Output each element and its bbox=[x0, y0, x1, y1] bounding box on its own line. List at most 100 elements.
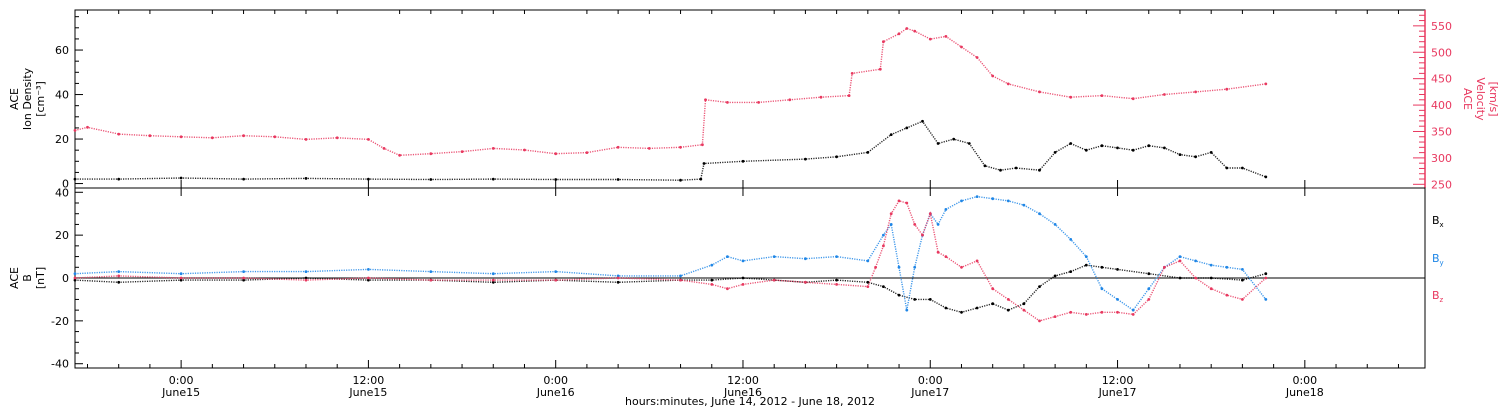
density-point bbox=[1084, 148, 1088, 152]
by-point bbox=[1147, 287, 1151, 291]
velocity-point bbox=[757, 101, 760, 104]
density-point bbox=[1147, 144, 1151, 148]
velocity-point bbox=[701, 143, 704, 147]
density-point bbox=[1178, 153, 1182, 157]
density-point bbox=[952, 137, 956, 141]
velocity-point bbox=[850, 72, 854, 75]
by-point bbox=[835, 255, 838, 258]
by-point bbox=[1225, 265, 1229, 269]
velocity-point bbox=[148, 134, 152, 138]
velocity-tick-label: 300 bbox=[1431, 152, 1452, 165]
velocity-point bbox=[944, 35, 948, 38]
velocity-series bbox=[73, 27, 1268, 157]
density-point bbox=[1225, 166, 1229, 170]
bx-point bbox=[1178, 276, 1182, 280]
by-point bbox=[726, 255, 729, 258]
velocity-point bbox=[679, 145, 682, 149]
bz-point bbox=[491, 278, 495, 282]
velocity-point bbox=[117, 132, 121, 136]
bz-point bbox=[679, 278, 682, 282]
velocity-point bbox=[905, 27, 909, 30]
density-axis: 0 20 40 60 bbox=[55, 16, 83, 191]
by-point bbox=[1241, 268, 1244, 271]
density-point bbox=[491, 177, 495, 181]
velocity-point bbox=[1038, 90, 1041, 94]
velocity-point bbox=[913, 29, 917, 33]
velocity-point bbox=[788, 98, 792, 102]
velocity-point bbox=[554, 152, 558, 156]
density-point bbox=[1069, 142, 1073, 145]
by-point bbox=[975, 195, 979, 199]
x-tick-date-label: June17 bbox=[910, 386, 949, 399]
bx-point bbox=[117, 280, 121, 284]
b-tick-label: -20 bbox=[51, 315, 69, 328]
by-point bbox=[1100, 287, 1104, 291]
bz-point bbox=[1069, 310, 1073, 314]
density-point bbox=[905, 126, 909, 130]
bz-point bbox=[1163, 265, 1166, 269]
x-tick-time-label: 0:00 bbox=[918, 374, 943, 387]
density-point bbox=[967, 142, 971, 145]
bz-point bbox=[928, 212, 932, 216]
x-tick-time-label: 12:00 bbox=[353, 374, 385, 387]
bx-trace bbox=[74, 264, 1266, 314]
velocity-point bbox=[210, 136, 214, 140]
bx-point bbox=[975, 306, 979, 310]
by-point bbox=[710, 263, 714, 267]
bz-point bbox=[1084, 313, 1088, 316]
velocity-tick-label: 500 bbox=[1431, 46, 1452, 59]
bx-point bbox=[960, 310, 963, 314]
density-point bbox=[999, 168, 1002, 172]
bx-point bbox=[944, 306, 948, 310]
by-point bbox=[905, 308, 909, 312]
velocity-point bbox=[1225, 87, 1229, 91]
by-point bbox=[1264, 298, 1268, 301]
bz-point bbox=[1264, 276, 1268, 280]
bz-series bbox=[73, 199, 1268, 323]
velocity-point bbox=[585, 151, 589, 155]
bx-point bbox=[1006, 308, 1010, 312]
velocity-point bbox=[975, 56, 979, 59]
bz-point bbox=[835, 283, 838, 286]
density-point bbox=[804, 157, 807, 161]
bz-point bbox=[726, 287, 729, 291]
by-point bbox=[866, 259, 870, 263]
bx-point bbox=[882, 285, 885, 288]
bz-point bbox=[889, 212, 893, 216]
bx-point bbox=[1116, 268, 1119, 271]
x-tick-time-label: 12:00 bbox=[1102, 374, 1134, 387]
density-point bbox=[429, 178, 433, 181]
density-point bbox=[1038, 168, 1041, 172]
velocity-point bbox=[304, 138, 308, 141]
by-point bbox=[679, 274, 682, 278]
bz-point bbox=[975, 259, 979, 263]
bz-point bbox=[913, 223, 917, 226]
by-point bbox=[1209, 263, 1213, 267]
velocity-tick-label: 550 bbox=[1431, 20, 1452, 33]
bz-point bbox=[936, 250, 940, 254]
density-point bbox=[1209, 151, 1213, 154]
bx-point bbox=[1022, 302, 1026, 306]
density-point bbox=[367, 177, 370, 181]
by-point bbox=[242, 270, 246, 273]
density-point bbox=[936, 142, 940, 145]
density-point bbox=[1014, 166, 1018, 170]
b-tick-label: 20 bbox=[55, 229, 69, 242]
by-point bbox=[73, 272, 77, 276]
legend-bz: Bz bbox=[1432, 289, 1444, 304]
bz-point bbox=[1006, 298, 1010, 301]
by-point bbox=[304, 270, 308, 273]
bx-point bbox=[1100, 265, 1104, 269]
bz-point bbox=[1194, 276, 1197, 280]
density-point bbox=[1194, 155, 1197, 159]
legend-bx-symbol: B bbox=[1432, 214, 1440, 227]
bz-point bbox=[897, 199, 901, 203]
density-point bbox=[866, 151, 870, 154]
bx-point bbox=[367, 278, 370, 282]
b-tick-label: -40 bbox=[51, 358, 69, 371]
density-tick-label: 20 bbox=[55, 133, 69, 146]
density-series bbox=[73, 119, 1268, 182]
by-point bbox=[960, 199, 963, 203]
bz-point bbox=[1053, 315, 1057, 318]
